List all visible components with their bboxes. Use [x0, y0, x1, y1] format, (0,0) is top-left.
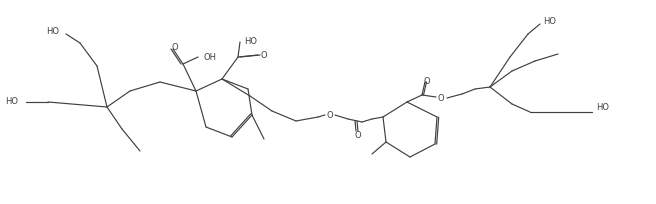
Text: HO: HO: [596, 103, 609, 112]
Text: HO: HO: [5, 97, 18, 106]
Text: O: O: [424, 77, 430, 86]
Text: HO: HO: [543, 17, 556, 26]
Text: HO: HO: [244, 37, 257, 46]
Text: O: O: [327, 111, 333, 120]
Text: O: O: [260, 50, 267, 59]
Text: OH: OH: [203, 52, 216, 61]
Text: O: O: [172, 43, 178, 52]
Text: O: O: [355, 130, 361, 139]
Text: O: O: [438, 94, 444, 103]
Text: HO: HO: [46, 27, 59, 36]
